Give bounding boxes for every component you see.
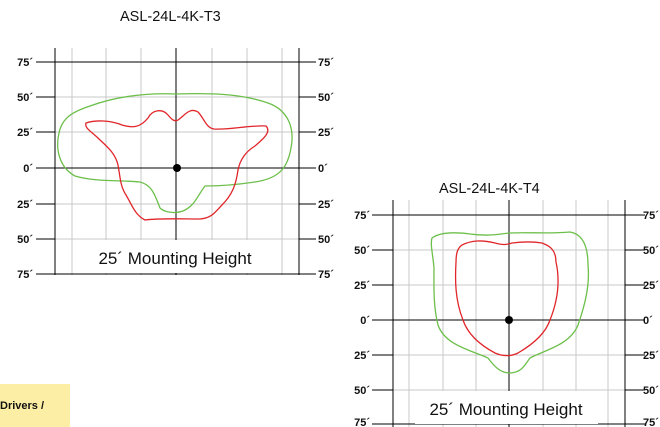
outer-contour-t4 [430,231,590,374]
tick-left-t3: 0´ [23,163,33,175]
tick-right-t4: 50´ [643,385,659,397]
tick-right-t4: 25´ [643,350,659,362]
tick-right-t4: 0´ [643,315,653,327]
tick-right-t3: 75´ [318,57,334,69]
caption-box-t4 [415,391,598,424]
tick-right-t3: 25´ [318,127,334,139]
tick-right-t4: 50´ [643,245,659,257]
tick-right-t3: 50´ [318,234,334,246]
tick-left-t4: 25´ [354,280,370,292]
tick-right-t4: 25´ [643,280,659,292]
diagram-title-t4: ASL-24L-4K-T4 [439,181,540,197]
tick-left-t3: 25´ [17,127,33,139]
mounting-height-caption-t4: 25´ Mounting Height [429,400,582,419]
tick-left-t3: 50´ [17,234,33,246]
inner-contour-t3 [85,109,269,221]
tick-left-t3: 75´ [17,57,33,69]
outer-contour-t3 [57,92,293,214]
tick-left-t3: 75´ [17,269,33,281]
tick-left-t4: 0´ [360,315,370,327]
tick-left-t3: 50´ [17,92,33,104]
diagram-t4: 25´ Mounting Height 75´ 50´ 25´ 0´ 25´ 5… [354,200,659,427]
drivers-tag-label: Drivers / [0,400,45,412]
tick-left-t4: 75´ [354,417,370,427]
drivers-tag: Drivers / [0,384,70,427]
luminaire-position-t4 [505,316,513,324]
tick-left-t4: 75´ [354,210,370,222]
mounting-height-caption-t3: 25´ Mounting Height [98,249,251,268]
tick-right-t4: 75´ [643,417,659,427]
tick-right-t3: 50´ [318,92,334,104]
caption-box-t3 [80,240,271,273]
luminaire-position-t3 [173,164,181,172]
tick-right-t3: 25´ [318,199,334,211]
tick-left-t4: 25´ [354,350,370,362]
diagram-t3: 25´ Mounting Height 75´ 50´ 25´ 0´ 25´ 5… [17,48,334,281]
diagram-title-t3: ASL-24L-4K-T3 [120,9,221,25]
tick-right-t4: 75´ [643,210,659,222]
tick-left-t4: 50´ [354,245,370,257]
tick-right-t3: 75´ [318,269,334,281]
tick-left-t4: 50´ [354,385,370,397]
tick-left-t3: 25´ [17,199,33,211]
tick-right-t3: 0´ [318,163,328,175]
inner-contour-t4 [454,240,559,357]
